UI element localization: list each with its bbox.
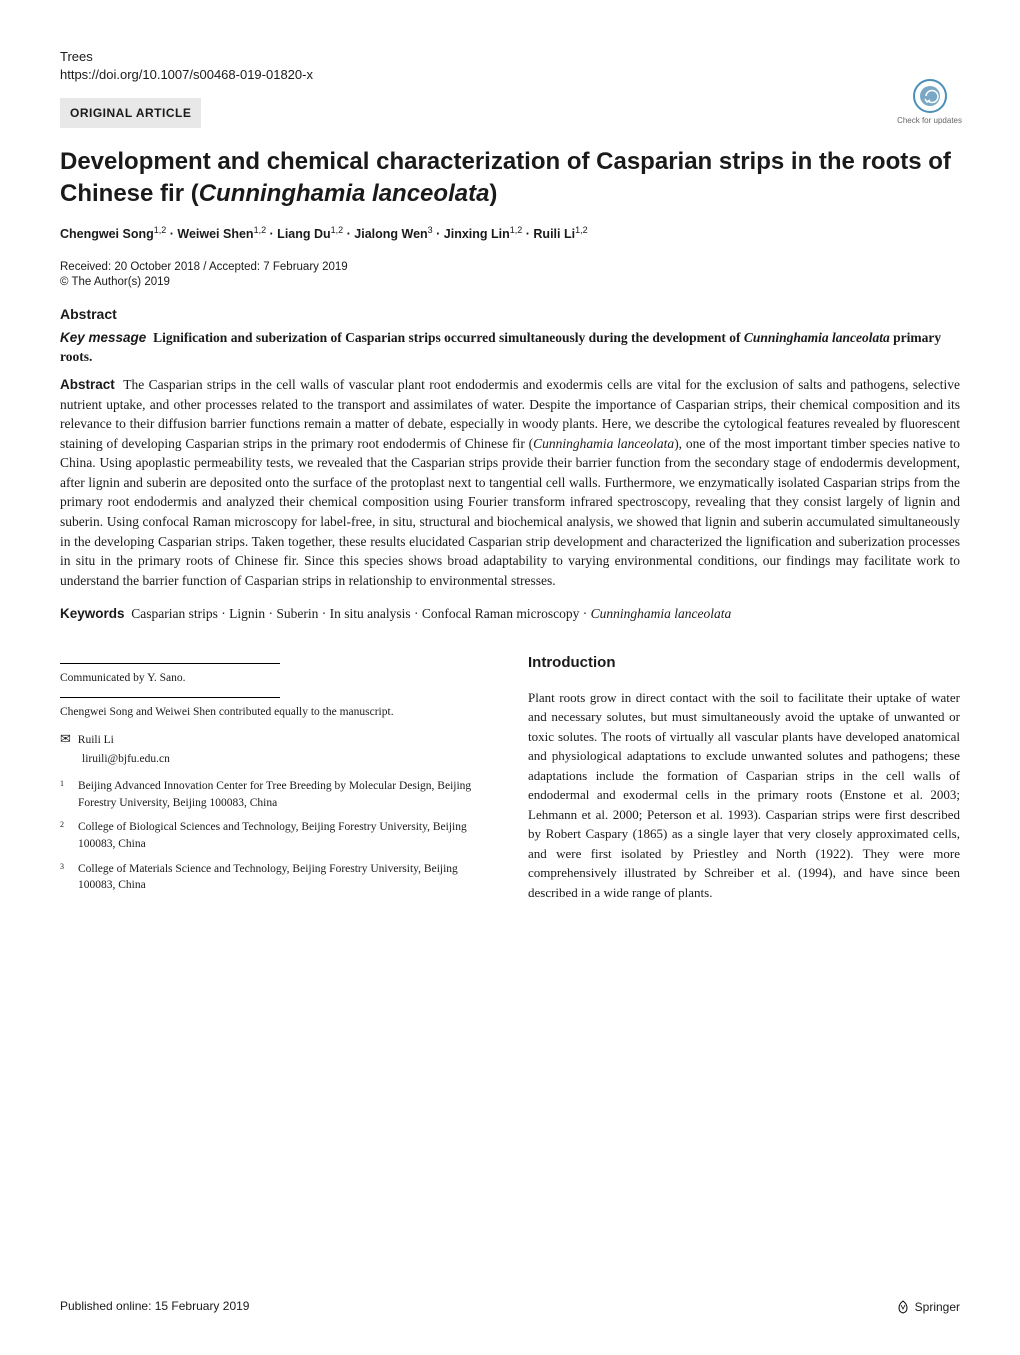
corresponding-email[interactable]: liruili@bjfu.edu.cn — [82, 751, 492, 768]
affiliation: 1 Beijing Advanced Innovation Center for… — [60, 778, 492, 811]
abstract-label: Abstract — [60, 377, 115, 392]
mail-icon: ✉ — [60, 731, 71, 746]
affiliation-text: College of Materials Science and Technol… — [78, 861, 492, 894]
check-updates-icon — [912, 78, 948, 114]
article-dates: Received: 20 October 2018 / Accepted: 7 … — [60, 261, 960, 273]
article-title: Development and chemical characterizatio… — [60, 146, 960, 208]
key-message-text: Lignification and suberization of Caspar… — [60, 330, 941, 365]
left-column: Communicated by Y. Sano. Chengwei Song a… — [60, 652, 492, 902]
publisher-name: Springer — [915, 1300, 960, 1314]
doi-link[interactable]: https://doi.org/10.1007/s00468-019-01820… — [60, 66, 960, 84]
springer-icon — [895, 1299, 911, 1315]
page-footer: Published online: 15 February 2019 Sprin… — [60, 1299, 960, 1315]
communicated-note: Communicated by Y. Sano. — [60, 670, 492, 687]
journal-name: Trees — [60, 48, 960, 66]
article-type: ORIGINAL ARTICLE — [70, 106, 191, 120]
check-updates-label: Check for updates — [897, 116, 962, 125]
affiliation-text: College of Biological Sciences and Techn… — [78, 819, 492, 852]
introduction-body: Plant roots grow in direct contact with … — [528, 688, 960, 903]
separator — [60, 663, 280, 664]
key-message-label: Key message — [60, 330, 146, 345]
corresponding-author: ✉ Ruili Li — [60, 730, 492, 749]
abstract-heading: Abstract — [60, 306, 960, 322]
separator — [60, 697, 280, 698]
corresponding-name: Ruili Li — [78, 734, 114, 746]
affiliation: 3 College of Materials Science and Techn… — [60, 861, 492, 894]
key-message: Key message Lignification and suberizati… — [60, 328, 960, 367]
check-updates-badge[interactable]: Check for updates — [897, 78, 962, 125]
keywords-label: Keywords — [60, 606, 125, 621]
introduction-heading: Introduction — [528, 652, 960, 674]
abstract-text: The Casparian strips in the cell walls o… — [60, 377, 960, 588]
affiliation-num: 1 — [60, 778, 68, 811]
right-column: Introduction Plant roots grow in direct … — [528, 652, 960, 902]
article-type-bar: ORIGINAL ARTICLE — [60, 98, 201, 128]
affiliation-num: 3 — [60, 861, 68, 894]
keywords: Keywords Casparian strips · Lignin · Sub… — [60, 604, 960, 624]
copyright-line: © The Author(s) 2019 — [60, 276, 960, 288]
publisher-mark: Springer — [895, 1299, 960, 1315]
keywords-text: Casparian strips · Lignin · Suberin · In… — [131, 606, 731, 621]
affiliation: 2 College of Biological Sciences and Tec… — [60, 819, 492, 852]
affiliation-num: 2 — [60, 819, 68, 852]
affiliation-text: Beijing Advanced Innovation Center for T… — [78, 778, 492, 811]
authors-line: Chengwei Song1,2 · Weiwei Shen1,2 · Lian… — [60, 225, 960, 241]
published-online: Published online: 15 February 2019 — [60, 1299, 249, 1315]
contribution-note: Chengwei Song and Weiwei Shen contribute… — [60, 704, 492, 721]
abstract-body: Abstract The Casparian strips in the cel… — [60, 375, 960, 590]
